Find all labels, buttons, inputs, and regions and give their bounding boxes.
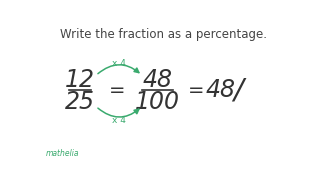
Text: x 4: x 4	[112, 59, 126, 68]
Text: 48: 48	[143, 68, 173, 92]
Text: x 4: x 4	[112, 116, 126, 125]
Text: =: =	[109, 81, 126, 100]
Text: 25: 25	[65, 90, 95, 114]
Text: 12: 12	[65, 68, 95, 92]
Text: 100: 100	[135, 90, 180, 114]
Text: Write the fraction as a percentage.: Write the fraction as a percentage.	[60, 28, 268, 41]
Text: 48: 48	[205, 78, 236, 102]
Text: =: =	[188, 81, 205, 100]
Text: mathelia: mathelia	[45, 149, 79, 158]
Text: /: /	[233, 76, 243, 104]
